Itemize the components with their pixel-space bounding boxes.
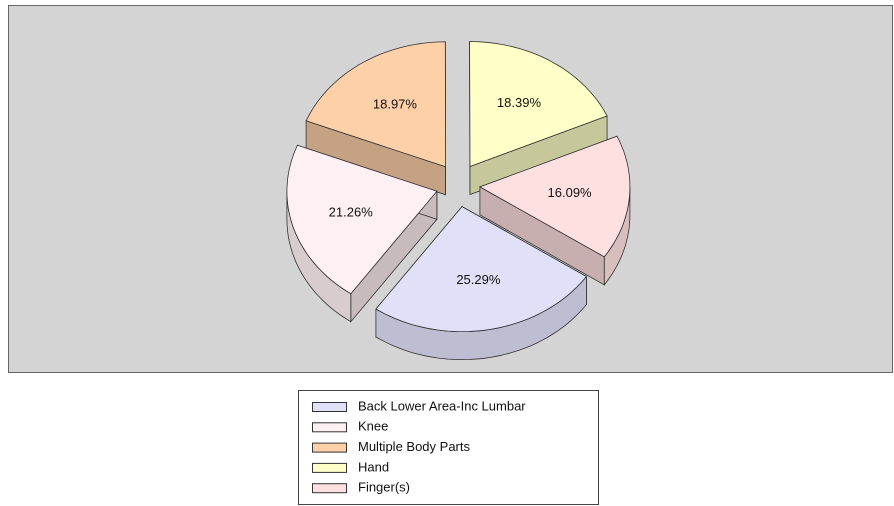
legend-label: Multiple Body Parts <box>358 439 470 454</box>
slice-top <box>305 41 447 168</box>
data-label: 25.29% <box>456 272 501 287</box>
legend-box <box>298 390 599 505</box>
data-label: 21.26% <box>329 204 374 219</box>
legend-label: Back Lower Area-Inc Lumbar <box>358 398 526 413</box>
legend-label: Hand <box>358 459 389 474</box>
legend-swatch <box>312 422 347 433</box>
slice-top <box>469 41 608 168</box>
pie-slice: 18.39% <box>469 41 608 196</box>
legend-swatch <box>312 402 347 412</box>
pie-slice: 25.29% <box>375 205 588 360</box>
legend-label: Knee <box>358 419 388 434</box>
pie-slice: 21.26% <box>286 144 438 323</box>
slice-top <box>286 144 438 295</box>
data-label: 18.39% <box>497 95 542 110</box>
slice-top <box>478 135 631 258</box>
pie-slice: 16.09% <box>478 135 631 286</box>
slice-top <box>375 206 588 332</box>
legend-label: Finger(s) <box>358 480 410 495</box>
data-label: 16.09% <box>548 185 593 200</box>
data-label: 18.97% <box>373 96 418 111</box>
pie-slice: 18.97% <box>305 41 447 196</box>
legend-swatch <box>312 442 347 453</box>
legend-swatch <box>312 483 347 494</box>
legend-swatch <box>312 462 347 473</box>
